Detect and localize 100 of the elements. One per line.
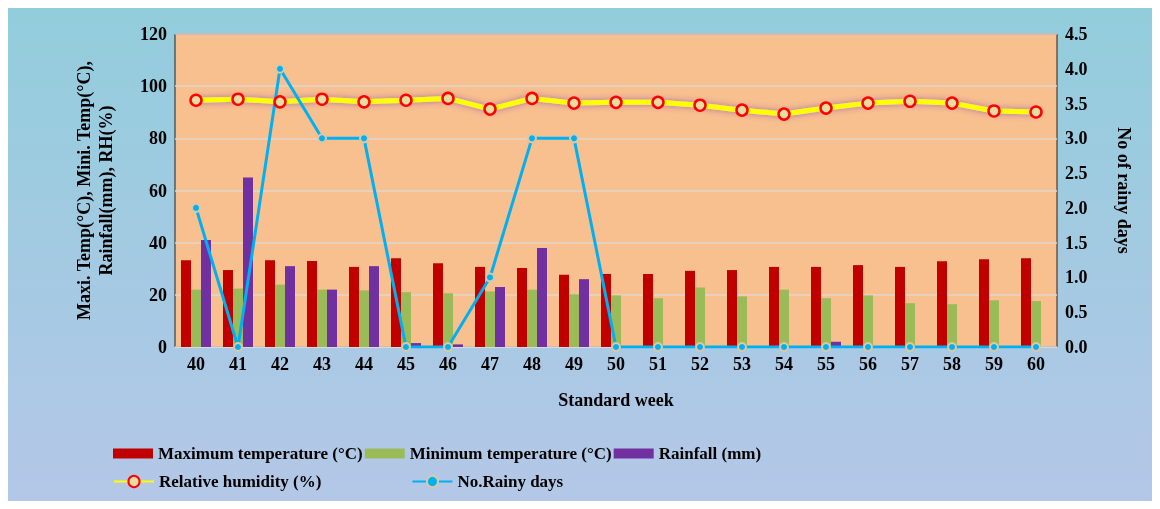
y2-tick-label: 2.0 [1065, 197, 1088, 218]
legend-label: Rainfall (mm) [658, 444, 762, 463]
x-tick-label: 60 [1027, 354, 1045, 374]
bar [769, 266, 779, 347]
bar [853, 265, 863, 347]
point [401, 342, 411, 352]
y-tick-label: 80 [149, 128, 167, 149]
bar [359, 290, 369, 347]
bar [685, 270, 695, 347]
bar [285, 266, 295, 347]
y-tick-label: 0 [158, 337, 167, 357]
x-tick-label: 45 [397, 354, 415, 374]
bar [537, 247, 547, 347]
bar [433, 263, 443, 347]
x-tick-label: 59 [985, 354, 1003, 374]
y-tick-label: 120 [140, 24, 167, 44]
point [905, 342, 915, 352]
bar [989, 300, 999, 347]
bar [443, 293, 453, 347]
x-tick-label: 43 [313, 354, 331, 374]
bar [307, 260, 317, 347]
point [653, 342, 663, 352]
point [779, 342, 789, 352]
bar [905, 303, 915, 347]
bar [579, 279, 589, 347]
bar [1031, 301, 1041, 347]
x-tick-label: 56 [859, 354, 877, 374]
y-tick-label: 100 [140, 76, 167, 97]
point [485, 272, 495, 283]
bar [643, 273, 653, 347]
x-tick-label: 47 [481, 354, 499, 374]
bar [181, 260, 191, 347]
x-tick-label: 42 [271, 354, 289, 374]
bar [895, 266, 905, 347]
point [821, 342, 831, 352]
x-axis-title: Standard week [558, 390, 674, 410]
bar [737, 296, 747, 347]
bar [349, 266, 359, 347]
y2-tick-label: 3.0 [1065, 128, 1088, 149]
point [275, 63, 285, 74]
legend-label: Minimum temperature (°C) [409, 444, 612, 463]
x-tick-label: 54 [775, 354, 793, 374]
point [947, 342, 957, 352]
point [569, 133, 579, 144]
bar [485, 291, 495, 347]
x-tick-label: 41 [229, 354, 247, 374]
y2-tick-label: 4.0 [1065, 58, 1088, 79]
point [737, 342, 747, 352]
bar [475, 266, 485, 347]
x-tick-label: 52 [691, 354, 709, 374]
y-tick-label: 20 [149, 284, 167, 305]
bar [653, 298, 663, 347]
bar [569, 294, 579, 347]
point [191, 202, 201, 213]
y2-tick-label: 1.0 [1065, 267, 1088, 288]
x-tick-label: 58 [943, 354, 961, 374]
bar [495, 287, 505, 347]
y-tick-label: 40 [149, 232, 167, 253]
bar [821, 298, 831, 347]
point [863, 342, 873, 352]
y2-tick-label: 3.5 [1065, 93, 1088, 114]
bar [979, 259, 989, 347]
x-tick-label: 49 [565, 354, 583, 374]
bar [191, 289, 201, 347]
bar [937, 261, 947, 347]
bar [559, 274, 569, 347]
bar [695, 287, 705, 347]
point [1031, 342, 1041, 352]
x-tick-label: 51 [649, 354, 667, 374]
point [695, 342, 705, 352]
y2-tick-label: 0.0 [1065, 337, 1088, 357]
y-axis-title: Maxi. Temp(°C), Mini. Temp(°C), Rainfall(mm), RH(%) [74, 61, 117, 320]
bar [201, 240, 211, 347]
point [317, 133, 327, 144]
bar [317, 289, 327, 347]
point [611, 342, 621, 352]
legend-label: Maximum temperature (°C) [158, 444, 363, 463]
bar [453, 344, 463, 347]
point [359, 133, 369, 144]
y2-tick-label: 1.5 [1065, 232, 1088, 253]
bar [947, 304, 957, 347]
y2-tick-label: 4.5 [1065, 24, 1088, 44]
x-tick-label: 40 [187, 354, 205, 374]
point [233, 342, 243, 352]
point [527, 133, 537, 144]
bar [517, 267, 527, 347]
legend-label: No.Rainy days [457, 472, 564, 491]
legend-label: Relative humidity (%) [159, 472, 322, 491]
point [443, 342, 453, 352]
bar [327, 289, 337, 347]
bar [369, 266, 379, 347]
bar [727, 270, 737, 347]
point [989, 342, 999, 352]
x-tick-label: 44 [355, 354, 373, 374]
x-tick-label: 53 [733, 354, 751, 374]
bar [811, 266, 821, 347]
y2-axis-title: No of rainy days [1114, 127, 1134, 254]
bar [1021, 258, 1031, 347]
y2-tick-label: 2.5 [1065, 163, 1088, 184]
x-tick-label: 46 [439, 354, 457, 374]
